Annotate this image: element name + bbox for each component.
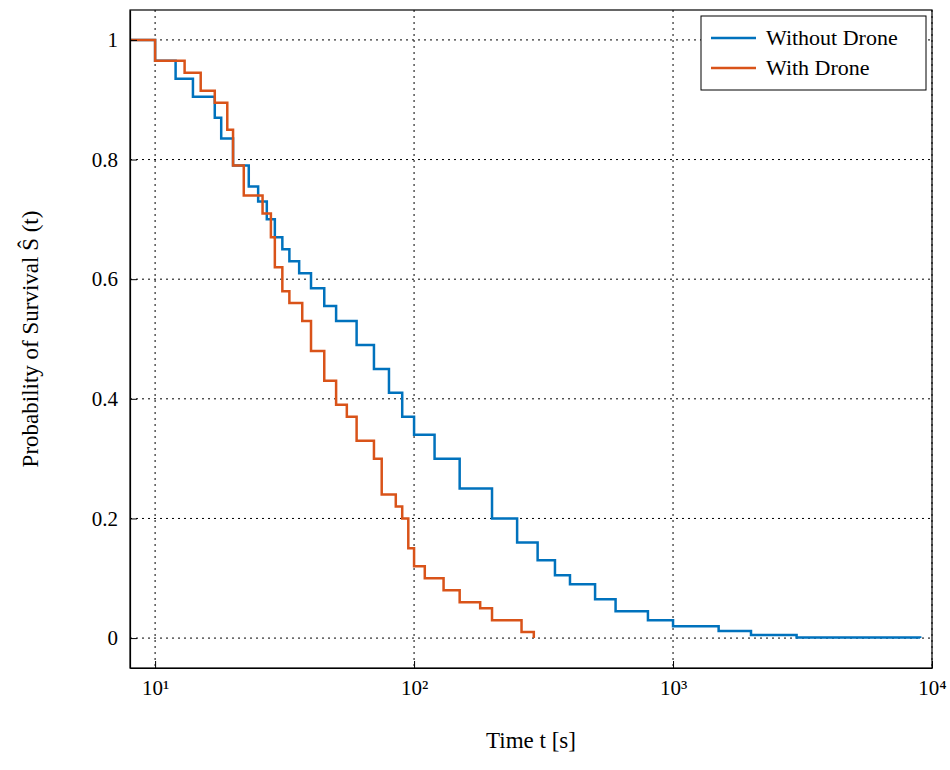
tick-mark <box>414 661 415 668</box>
legend-label: With Drone <box>766 55 870 80</box>
tick-label: 1 <box>108 28 119 52</box>
legend: Without Drone With Drone <box>701 16 926 90</box>
tick-label: 0.2 <box>92 507 118 531</box>
plot: 10¹10²10³10⁴00.20.40.60.81Without DroneW… <box>92 10 947 700</box>
tick-label: 10¹ <box>142 676 169 700</box>
tick-label: 0.6 <box>92 267 118 291</box>
grid-line-x <box>155 10 156 668</box>
legend-swatch <box>711 67 756 70</box>
plot-background <box>130 10 932 668</box>
grid-line-x <box>414 10 415 668</box>
tick: 10² <box>401 661 428 700</box>
survival-line <box>130 40 534 638</box>
grid <box>130 10 932 668</box>
tick-mark <box>130 160 137 161</box>
x-axis-title: Time t [s] <box>486 728 576 753</box>
tick-label: 10⁴ <box>918 676 946 700</box>
tick: 1 <box>108 28 138 52</box>
y-axis-title: Probability of Survival Ŝ (t) <box>17 211 43 468</box>
tick-label: 10³ <box>660 676 687 700</box>
legend-box <box>701 16 926 90</box>
grid-line-y <box>130 159 932 160</box>
grid-line-y <box>130 279 932 280</box>
tick-mark <box>130 279 137 280</box>
grid-line-y <box>130 518 932 519</box>
chart: 10¹10²10³10⁴00.20.40.60.81Without DroneW… <box>0 0 950 770</box>
tick-label: 0.8 <box>92 148 118 172</box>
x-axis: 10¹ 10² 10³ 10⁴ <box>131 661 947 700</box>
plot-frame <box>130 10 932 668</box>
tick-mark <box>673 661 674 668</box>
tick-label: 10² <box>401 676 428 700</box>
tick-mark <box>130 638 137 639</box>
tick-mark <box>155 661 156 668</box>
tick-label: 0.4 <box>92 387 119 411</box>
tick-label: 0 <box>108 626 119 650</box>
survival-line <box>130 40 920 638</box>
grid-line-x <box>673 10 674 668</box>
tick-mark <box>130 40 137 41</box>
tick-mark <box>130 399 137 400</box>
grid-line-y <box>130 398 932 399</box>
legend-label: Without Drone <box>766 25 898 50</box>
tick: 0 <box>108 626 138 650</box>
tick-mark <box>130 518 137 519</box>
tick: 10³ <box>660 661 687 700</box>
series-group <box>130 40 920 638</box>
legend-swatch <box>711 37 756 40</box>
tick: 10¹ <box>142 661 169 700</box>
